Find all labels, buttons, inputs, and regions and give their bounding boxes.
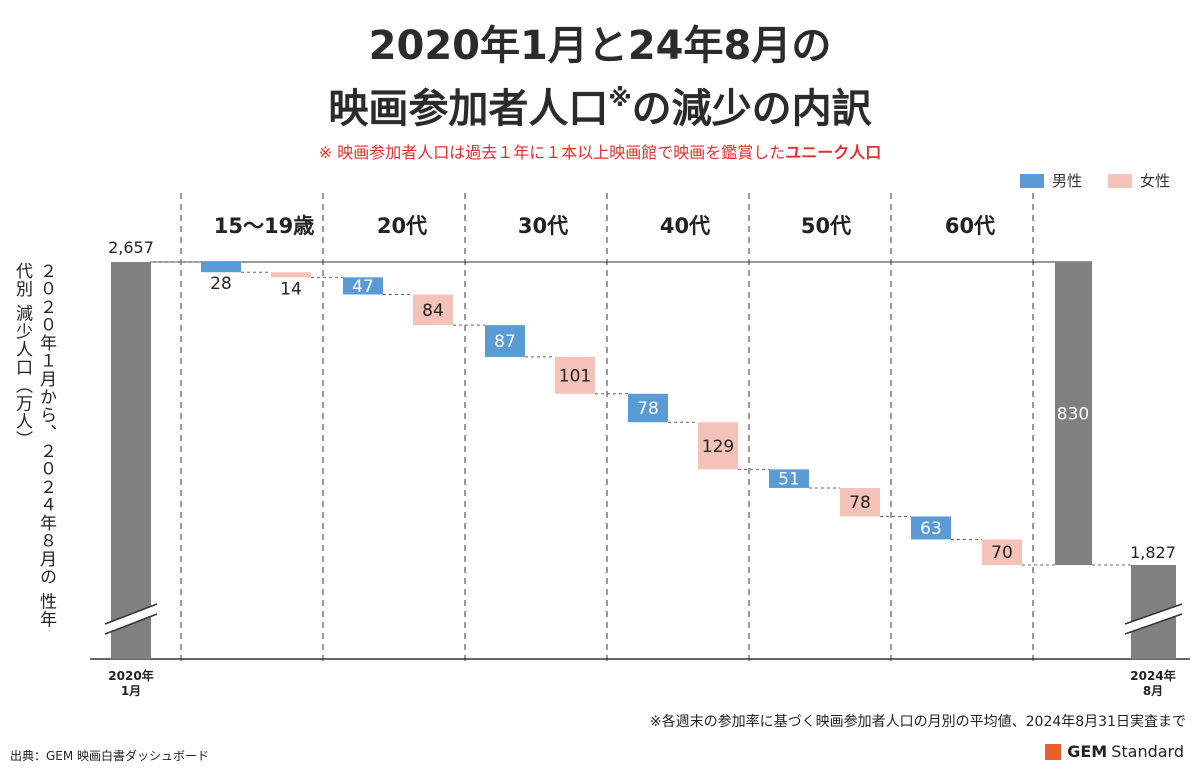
bar-female-0 [271, 272, 311, 278]
group-header-3: 40代 [660, 214, 710, 238]
value-label-male-2: 87 [494, 332, 516, 352]
bar-female-1 [413, 294, 453, 326]
logo-bold-text: GEM [1067, 742, 1108, 761]
start-axis-label-1: 2020年 [108, 668, 153, 683]
axis-break-start-line-bottom [104, 613, 158, 635]
value-label-male-0: 28 [210, 274, 232, 294]
axis-break-end-line-top [1124, 603, 1183, 625]
bar-male-2 [485, 325, 525, 357]
title-line2-main: 映画参加者人口 [328, 86, 609, 132]
value-label-female-1: 84 [422, 301, 444, 321]
brand-logo: GEM Standard [1045, 742, 1184, 761]
group-header-2: 30代 [518, 214, 568, 238]
axis-break-start-line-top [104, 603, 158, 625]
legend-male: 男性 [1020, 170, 1082, 191]
bar-male-0 [201, 262, 241, 273]
value-label-female-5: 70 [991, 543, 1013, 563]
value-label-male-1: 47 [352, 277, 374, 297]
value-label-female-0: 14 [280, 279, 302, 299]
group-header-0: 15〜19歳 [214, 214, 314, 238]
bar-male-5 [911, 516, 951, 540]
end-axis-label-1: 2024年 [1130, 668, 1175, 683]
axis-break-end-line-bottom [1124, 613, 1183, 635]
bar-female-2 [555, 356, 595, 394]
value-label-male-5: 63 [920, 519, 942, 539]
start-value-label: 2,657 [108, 238, 154, 257]
subtitle-prefix: ※ 映画参加者人口は過去１年に１本以上映画館で映画を鑑賞した [318, 143, 786, 162]
end-value-label: 1,827 [1130, 543, 1176, 562]
start-bar [111, 262, 151, 659]
bar-female-3 [698, 422, 738, 470]
chart-title-line2: 映画参加者人口※の減少の内訳 [0, 74, 1200, 133]
bar-male-1 [343, 277, 383, 295]
legend-male-label: 男性 [1052, 172, 1083, 190]
chart-title-line1: 2020年1月と24年8月の [368, 23, 832, 69]
group-header-5: 60代 [945, 214, 995, 238]
title-footnote-mark: ※ [608, 84, 632, 112]
axis-break-end-gap [1127, 604, 1180, 634]
title-line2-tail: の減少の内訳 [631, 86, 872, 132]
value-label-male-3: 78 [637, 399, 659, 419]
legend-male-swatch [1020, 173, 1044, 188]
source-credit: 出典：GEM 映画白書ダッシュボード [10, 749, 210, 763]
start-axis-label-2: 1月 [121, 684, 141, 698]
subtitle-emphasis: ユニーク人口 [785, 143, 882, 162]
bar-female-5 [982, 539, 1022, 565]
bar-male-4 [769, 469, 809, 488]
legend-female-label: 女性 [1140, 172, 1171, 190]
axis-break-start-gap [107, 604, 155, 634]
end-axis-label-2: 8月 [1143, 684, 1163, 698]
total-decrease-label: 830 [1057, 405, 1089, 425]
value-label-female-3: 129 [702, 437, 734, 457]
total-decrease-bar [1055, 262, 1092, 565]
legend-female: 女性 [1108, 170, 1170, 191]
legend-female-swatch [1108, 173, 1132, 188]
logo-icon [1045, 743, 1062, 760]
bar-female-4 [840, 487, 880, 517]
value-label-female-2: 101 [559, 366, 591, 386]
value-label-female-4: 78 [849, 493, 871, 513]
group-header-4: 50代 [801, 214, 851, 238]
bar-male-3 [628, 393, 668, 423]
y-axis-label: ２０２０年１月から、２０２４年８月の 性年代別 減少人口（万人） [12, 262, 56, 629]
chart-subtitle: ※ 映画参加者人口は過去１年に１本以上映画館で映画を鑑賞したユニーク人口 [0, 139, 1200, 163]
group-header-1: 20代 [377, 214, 427, 238]
logo-text: Standard [1111, 742, 1184, 761]
value-label-male-4: 51 [778, 470, 800, 490]
footnote: ※各週末の参加率に基づく映画参加者人口の月別の平均値、2024年8月31日実査ま… [649, 714, 1186, 730]
